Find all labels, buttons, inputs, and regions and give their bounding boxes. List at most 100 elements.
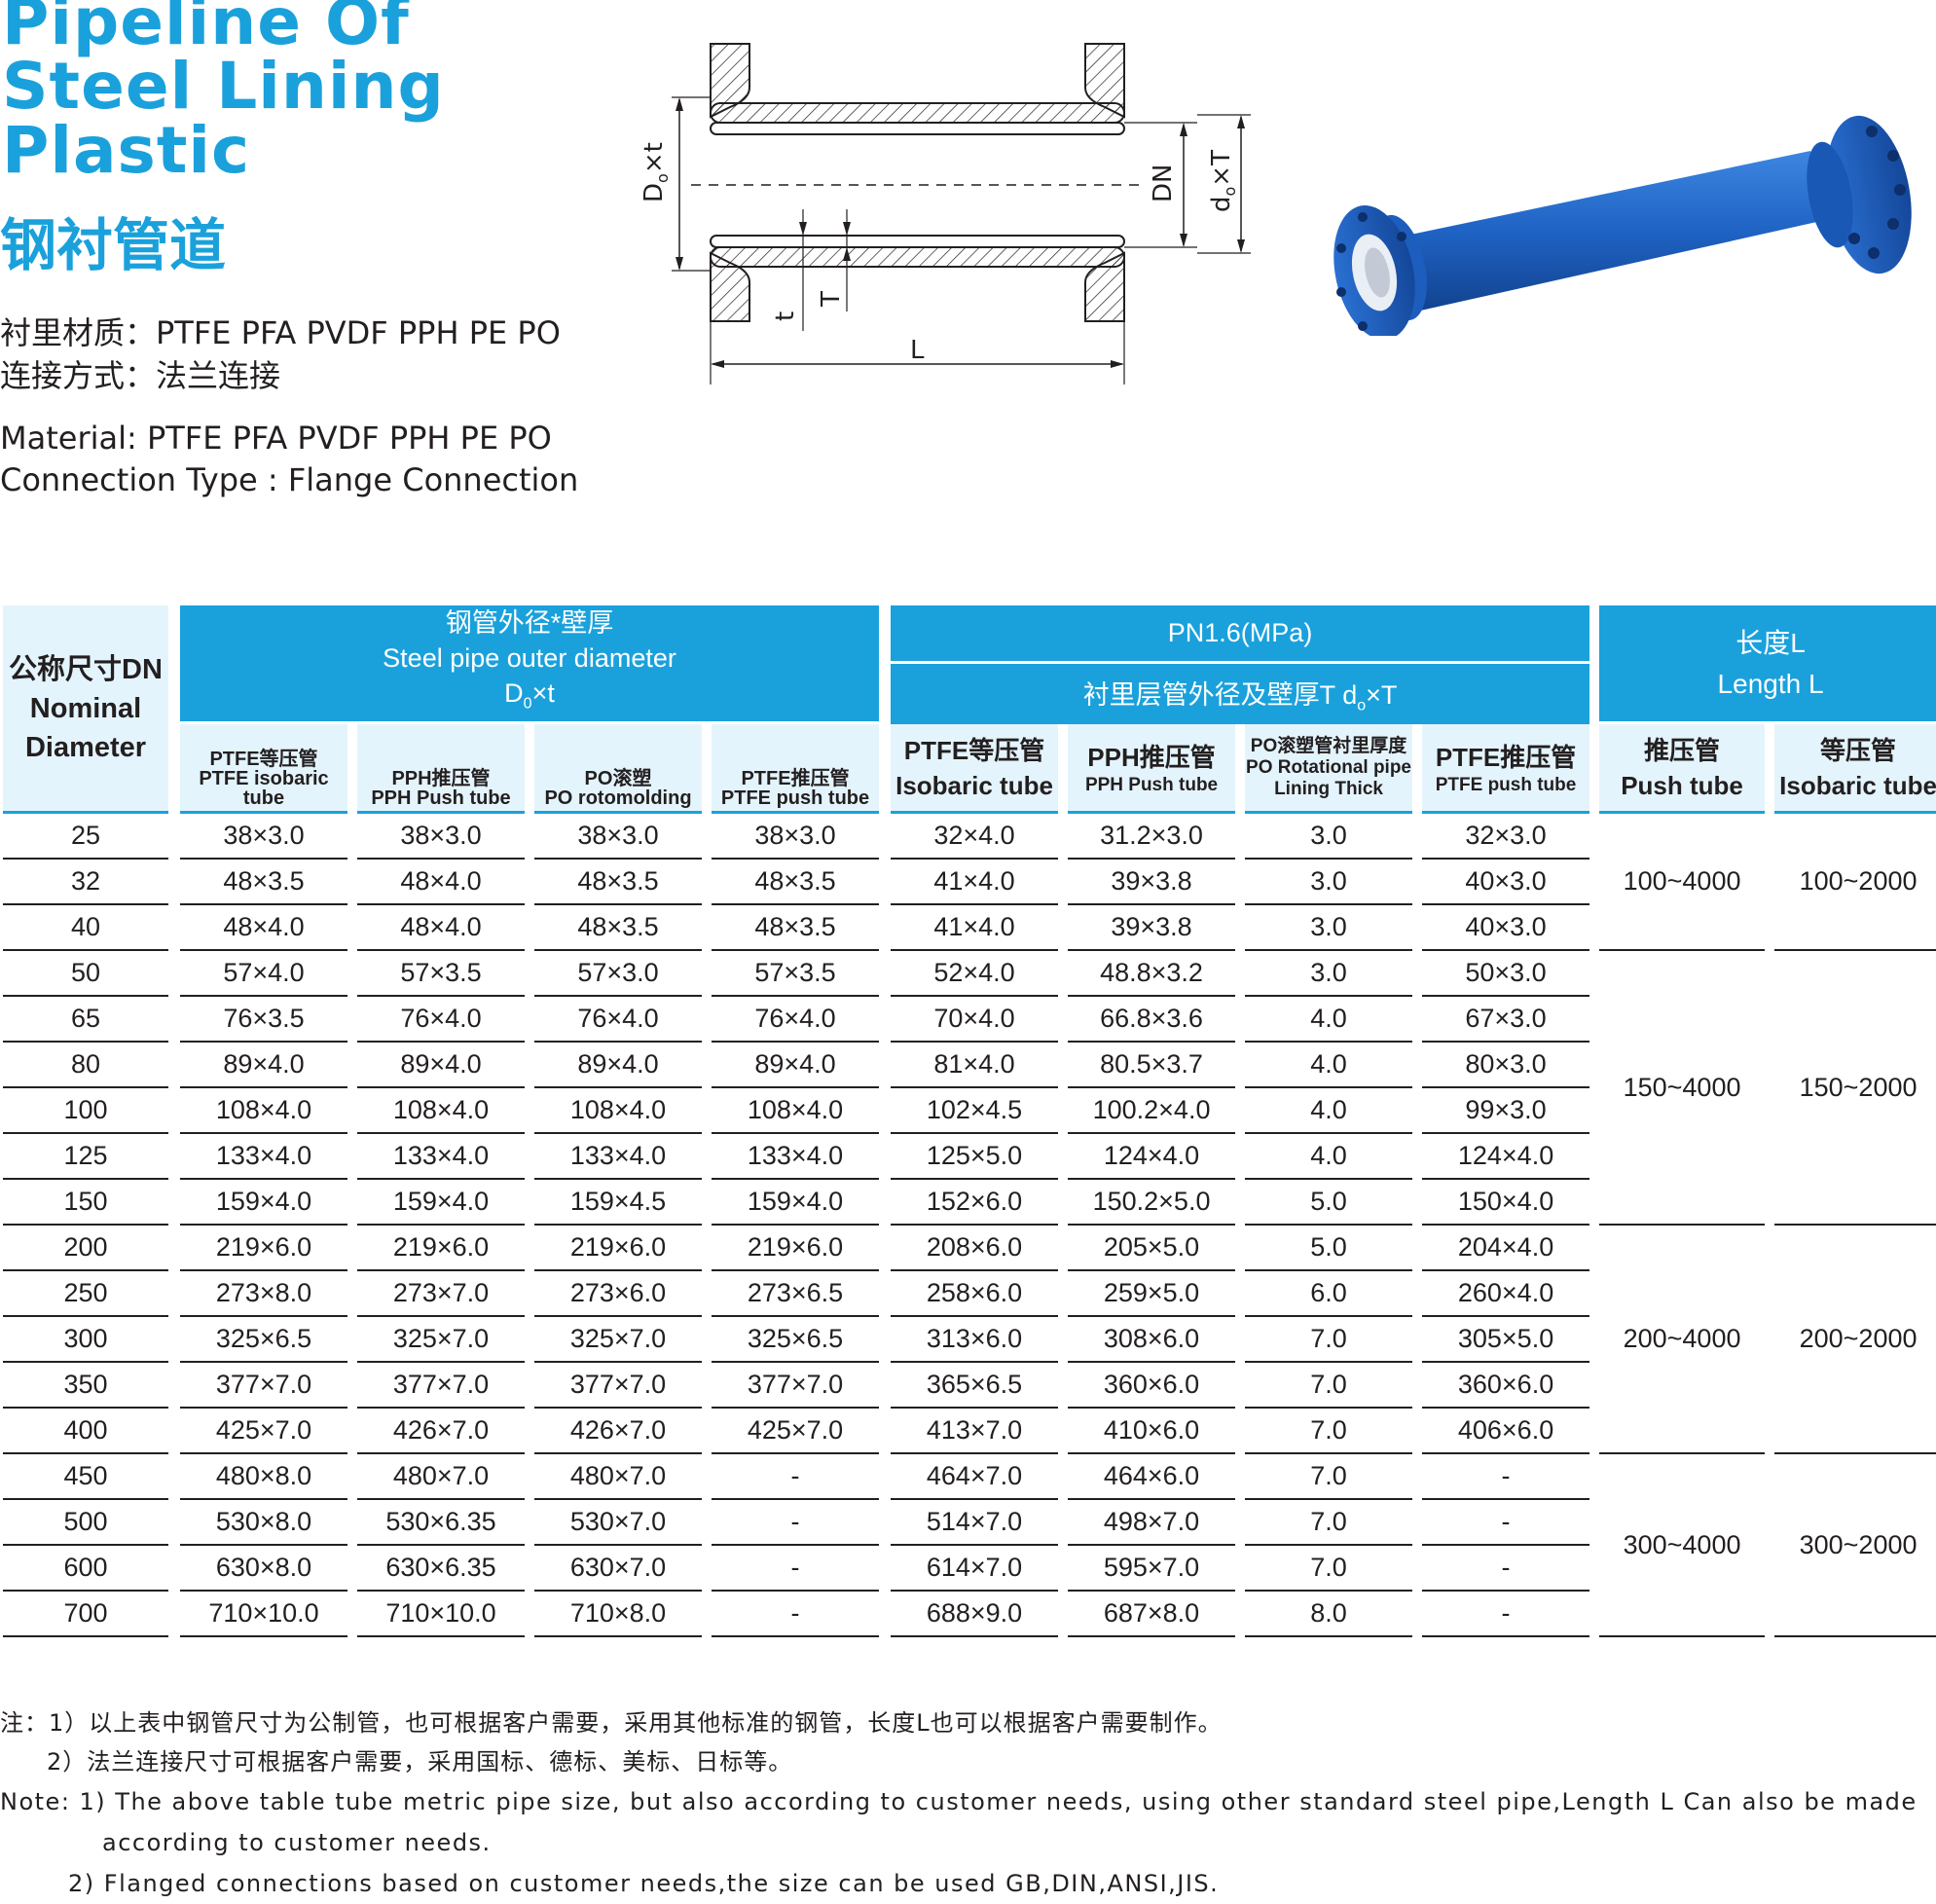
cell-lining-ptfe-isobaric: 258×6.0 bbox=[891, 1271, 1059, 1318]
cell-steel-pph-push: 48×4.0 bbox=[357, 905, 525, 952]
table-row: 450 480×8.0 480×7.0 480×7.0-464×7.0 464×6.0 7… bbox=[3, 1454, 1936, 1638]
cell-steel-po-rotomolding: 48×3.5 bbox=[534, 860, 702, 906]
cell-lining-ptfe-push: - bbox=[1422, 1592, 1590, 1638]
label-T-thickness: T bbox=[817, 291, 846, 308]
cell-steel-po-rotomolding: 133×4.0 bbox=[534, 1134, 702, 1181]
label-dot: d bbox=[1207, 196, 1236, 212]
table-row: 700 710×10.0 710×10.0 710×8.0-688×9.0 687×8.… bbox=[3, 1592, 1936, 1638]
cell-lining-ptfe-push: 40×3.0 bbox=[1422, 860, 1590, 906]
cell-steel-ptfe-isobaric: 133×4.0 bbox=[180, 1134, 347, 1181]
cell-lining-pph-push: 39×3.8 bbox=[1068, 905, 1236, 952]
cell-lining-ptfe-push: 305×5.0 bbox=[1422, 1317, 1590, 1364]
cell-lining-pph-push: 259×5.0 bbox=[1068, 1271, 1236, 1318]
cell-lining-ptfe-isobaric: 365×6.5 bbox=[891, 1363, 1059, 1410]
table-row: 350 377×7.0 377×7.0 377×7.0 377×7.0 365×6.5 36… bbox=[3, 1363, 1936, 1410]
cell-steel-ptfe-push: 38×3.0 bbox=[712, 814, 880, 860]
cell-dn: 25 bbox=[3, 814, 168, 860]
label-t: t bbox=[771, 311, 800, 321]
specification-table-body: 25 38×3.0 38×3.0 38×3.0 38×3.0 32×4.0 31.2×3.0… bbox=[3, 814, 1936, 1638]
cell-steel-ptfe-push: 57×3.5 bbox=[712, 951, 880, 998]
cell-dn: 125 bbox=[3, 1134, 168, 1181]
cell-lining-ptfe-push: - bbox=[1422, 1454, 1590, 1501]
cell-steel-po-rotomolding: 273×6.0 bbox=[534, 1271, 702, 1318]
cell-lining-ptfe-isobaric: 208×6.0 bbox=[891, 1226, 1059, 1272]
cell-steel-ptfe-isobaric: 76×3.5 bbox=[180, 997, 347, 1044]
cell-lining-ptfe-isobaric: 70×4.0 bbox=[891, 997, 1059, 1044]
table-row: 300 325×6.5 325×7.0 325×7.0 325×6.5 313×6.0 30… bbox=[3, 1317, 1936, 1364]
cell-lining-ptfe-push: 99×3.0 bbox=[1422, 1088, 1590, 1135]
table-row: 200 219×6.0 219×6.0 219×6.0 219×6.0 208×6.0 20… bbox=[3, 1226, 1936, 1455]
cell-length-isobaric: 200~2000 bbox=[1774, 1226, 1936, 1455]
cell-steel-ptfe-push: 89×4.0 bbox=[712, 1043, 880, 1089]
info-cn-material: 衬里材质：PTFE PFA PVDF PPH PE PO bbox=[0, 314, 561, 351]
label-dot-rest: ×T bbox=[1207, 150, 1236, 187]
cell-steel-pph-push: 377×7.0 bbox=[357, 1363, 525, 1410]
cell-lining-ptfe-push: - bbox=[1422, 1500, 1590, 1547]
cell-steel-ptfe-push: 273×6.5 bbox=[712, 1271, 880, 1318]
cell-length-isobaric: 100~2000 bbox=[1774, 814, 1936, 952]
table-row: 500 530×8.0 530×6.35 530×7.0-514×7.0 498×7.0… bbox=[3, 1500, 1936, 1547]
table-row: 150 159×4.0 159×4.0 159×4.5 159×4.0 152×6.0 15… bbox=[3, 1180, 1936, 1227]
cell-steel-po-rotomolding: 48×3.5 bbox=[534, 905, 702, 952]
cell-steel-po-rotomolding: 630×7.0 bbox=[534, 1546, 702, 1593]
cell-lining-ptfe-push: 150×4.0 bbox=[1422, 1180, 1590, 1227]
cell-lining-po-thickness: 5.0 bbox=[1245, 1226, 1413, 1272]
label-length: L bbox=[910, 336, 925, 365]
cell-dn: 500 bbox=[3, 1500, 168, 1547]
cell-steel-pph-push: 38×3.0 bbox=[357, 814, 525, 860]
table-row: 600 630×8.0 630×6.35 630×7.0-614×7.0 595×7.0… bbox=[3, 1546, 1936, 1593]
cell-steel-po-rotomolding: 325×7.0 bbox=[534, 1317, 702, 1364]
cell-lining-ptfe-isobaric: 614×7.0 bbox=[891, 1546, 1059, 1593]
label-dxt: D bbox=[639, 183, 669, 202]
cell-lining-po-thickness: 3.0 bbox=[1245, 905, 1413, 952]
cell-steel-pph-push: 710×10.0 bbox=[357, 1592, 525, 1638]
cell-lining-po-thickness: 4.0 bbox=[1245, 1088, 1413, 1135]
label-dxt-rest: ×t bbox=[639, 142, 669, 173]
cell-lining-ptfe-push: 124×4.0 bbox=[1422, 1134, 1590, 1181]
title-line-3: Plastic bbox=[2, 113, 251, 188]
cell-lining-pph-push: 31.2×3.0 bbox=[1068, 814, 1236, 860]
cell-lining-ptfe-isobaric: 514×7.0 bbox=[891, 1500, 1059, 1547]
svg-text:Do×t: Do×t bbox=[639, 142, 672, 202]
cell-lining-pph-push: 464×6.0 bbox=[1068, 1454, 1236, 1501]
cell-steel-ptfe-push: 48×3.5 bbox=[712, 860, 880, 906]
cell-length-isobaric: 150~2000 bbox=[1774, 951, 1936, 1227]
cell-lining-ptfe-isobaric: 41×4.0 bbox=[891, 905, 1059, 952]
sub-lining-ptfe-push: PTFE推压管 PTFE push tube bbox=[1422, 724, 1590, 815]
cell-steel-ptfe-push: - bbox=[712, 1592, 880, 1638]
cell-steel-ptfe-isobaric: 159×4.0 bbox=[180, 1180, 347, 1227]
cell-steel-ptfe-push: - bbox=[712, 1546, 880, 1593]
cell-steel-po-rotomolding: 159×4.5 bbox=[534, 1180, 702, 1227]
note-cn-2: 2）法兰连接尺寸可根据客户需要，采用国标、德标、美标、日标等。 bbox=[47, 1748, 793, 1776]
info-en-connection: Connection Type : Flange Connection bbox=[0, 461, 579, 498]
sub-lining-pph-push: PPH推压管 PPH Push tube bbox=[1068, 724, 1236, 815]
cell-dn: 600 bbox=[3, 1546, 168, 1593]
cell-steel-pph-push: 630×6.35 bbox=[357, 1546, 525, 1593]
sub-lining-ptfe-isobaric: PTFE等压管 Isobaric tube bbox=[891, 724, 1059, 815]
cell-steel-pph-push: 108×4.0 bbox=[357, 1088, 525, 1135]
note-cn-1: 注：1）以上表中钢管尺寸为公制管，也可根据客户需要，采用其他标准的钢管，长度L也… bbox=[0, 1709, 1223, 1737]
label-dxt-sub: o bbox=[653, 173, 672, 183]
cell-lining-pph-push: 498×7.0 bbox=[1068, 1500, 1236, 1547]
cell-steel-ptfe-push: 133×4.0 bbox=[712, 1134, 880, 1181]
info-cn-connection: 连接方式：法兰连接 bbox=[0, 357, 281, 394]
sub-steel-ptfe-push: PTFE推压管 PTFE push tube bbox=[712, 724, 880, 815]
cell-steel-po-rotomolding: 377×7.0 bbox=[534, 1363, 702, 1410]
label-dn: DN bbox=[1149, 165, 1178, 202]
cell-lining-pph-push: 100.2×4.0 bbox=[1068, 1088, 1236, 1135]
cell-length-push: 200~4000 bbox=[1599, 1226, 1766, 1455]
cell-dn: 300 bbox=[3, 1317, 168, 1364]
cell-steel-ptfe-push: 48×3.5 bbox=[712, 905, 880, 952]
cell-steel-ptfe-isobaric: 48×3.5 bbox=[180, 860, 347, 906]
cell-steel-pph-push: 133×4.0 bbox=[357, 1134, 525, 1181]
table-row: 125 133×4.0 133×4.0 133×4.0 133×4.0 125×5.0 12… bbox=[3, 1134, 1936, 1181]
cell-lining-po-thickness: 4.0 bbox=[1245, 1134, 1413, 1181]
header-nominal-diameter: 公称尺寸DN Nominal Diameter bbox=[3, 605, 168, 815]
cell-length-isobaric: 300~2000 bbox=[1774, 1454, 1936, 1638]
cell-steel-ptfe-isobaric: 273×8.0 bbox=[180, 1271, 347, 1318]
cell-length-push: 100~4000 bbox=[1599, 814, 1766, 952]
cell-steel-pph-push: 76×4.0 bbox=[357, 997, 525, 1044]
cell-steel-pph-push: 325×7.0 bbox=[357, 1317, 525, 1364]
cell-dn: 200 bbox=[3, 1226, 168, 1272]
cell-lining-po-thickness: 3.0 bbox=[1245, 951, 1413, 998]
